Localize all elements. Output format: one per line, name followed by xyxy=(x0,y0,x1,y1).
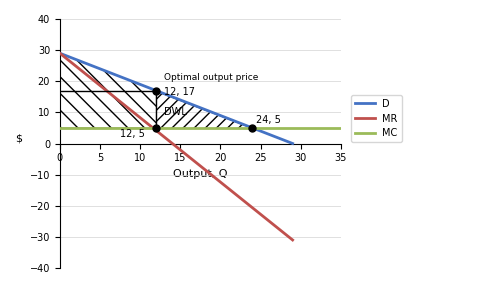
Text: DWL: DWL xyxy=(164,108,187,118)
Text: 12, 5: 12, 5 xyxy=(120,129,144,139)
Text: 12, 17: 12, 17 xyxy=(164,87,195,97)
X-axis label: Output, Q: Output, Q xyxy=(173,169,227,179)
Y-axis label: $: $ xyxy=(15,134,22,144)
Text: Optimal output price: Optimal output price xyxy=(164,73,258,82)
Text: 24, 5: 24, 5 xyxy=(256,115,281,125)
Legend: D, MR, MC: D, MR, MC xyxy=(350,95,401,142)
